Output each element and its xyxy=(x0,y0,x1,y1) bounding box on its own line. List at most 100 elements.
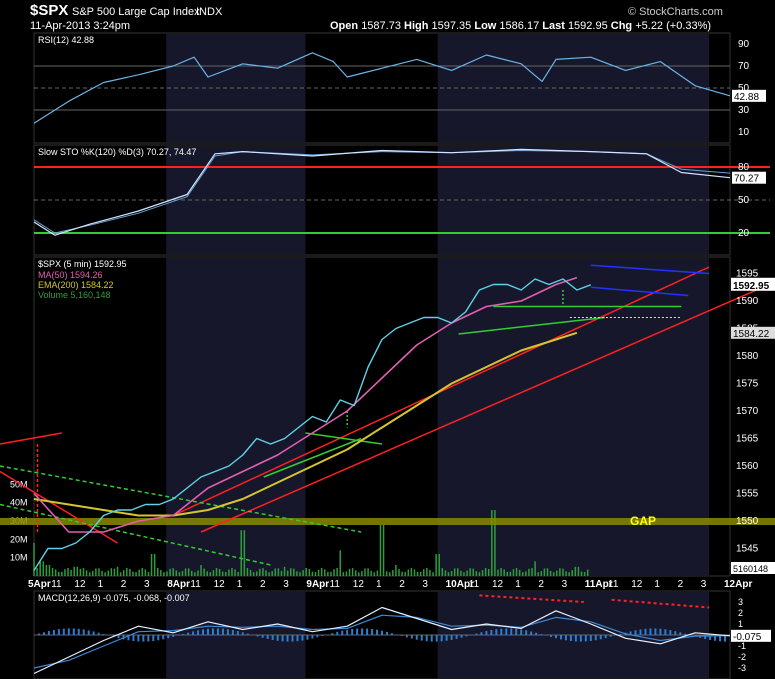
open-label: Open xyxy=(330,20,359,32)
rsi-line xyxy=(33,52,731,124)
header-exchange: INDX xyxy=(196,6,223,18)
price-tick-label: 1555 xyxy=(736,489,759,500)
gap-band xyxy=(0,518,775,525)
macd-tick-label: -2 xyxy=(738,652,746,662)
macd-tick-label: 1 xyxy=(738,619,743,629)
price-legend-item: Volume 5,160,148 xyxy=(38,290,111,300)
macd-label: MACD(12,26,9) -0.075, -0.068, -0.007 xyxy=(38,593,190,603)
x-axis-label: 12Apr xyxy=(724,579,752,590)
x-axis-label: 3 xyxy=(283,579,289,590)
high-value: 1597.35 xyxy=(431,20,472,32)
rsi-tick-label: 70 xyxy=(738,61,750,72)
price-tick-label: 1560 xyxy=(736,461,759,472)
last-label: Last xyxy=(542,20,565,32)
x-axis-label: 1 xyxy=(237,579,243,590)
x-axis-label: 9Apr xyxy=(306,579,329,590)
panel-rsi-session-band xyxy=(166,34,306,142)
sto-tick-label: 80 xyxy=(738,162,750,173)
rsi-tick-label: 10 xyxy=(738,127,750,138)
open-value: 1587.73 xyxy=(361,20,401,32)
header-ohlc: Open 1587.73 High 1597.35 Low 1586.17 La… xyxy=(330,20,711,32)
x-axis-label: 2 xyxy=(260,579,266,590)
x-axis-label: 3 xyxy=(562,579,568,590)
ma50-line xyxy=(33,276,578,533)
price-last-box xyxy=(731,277,775,291)
macd-tick-label: 2 xyxy=(738,608,743,618)
x-axis-label: 3 xyxy=(701,579,707,590)
green-dashed-downtrend-1 xyxy=(0,465,362,533)
red-trendline-left xyxy=(0,432,62,445)
macd-divergence-line-2 xyxy=(611,598,710,609)
x-axis-label: 1 xyxy=(654,579,660,590)
x-axis-label: 11 xyxy=(190,579,201,590)
ema-last-box xyxy=(731,326,775,339)
x-axis-label: 11Apr xyxy=(585,579,613,590)
rsi-last-value: 42.88 xyxy=(734,92,759,103)
x-axis-label: 11 xyxy=(330,579,341,590)
green-flag-upper xyxy=(305,432,383,445)
rsi-tick-label: 90 xyxy=(738,39,750,50)
sto-tick-label: 50 xyxy=(738,195,750,206)
ema200-line xyxy=(33,331,578,517)
x-axis-label: 12 xyxy=(74,579,86,590)
blue-channel-bottom xyxy=(590,286,689,297)
header-datetime: 11-Apr-2013 3:24pm xyxy=(30,20,131,32)
rsi-last-box xyxy=(732,89,766,102)
red-downtrend xyxy=(0,470,118,544)
sto-last-box xyxy=(732,171,766,184)
sto-last-value: 70.27 xyxy=(734,174,759,185)
price-title: $SPX (5 min) 1592.95 xyxy=(38,259,127,269)
sto-label: Slow STO %K(120) %D(3) 70.27, 74.47 xyxy=(38,147,196,157)
price-legend-item: MA(50) 1594.26 xyxy=(38,270,103,280)
volume-tick-label: 20M xyxy=(10,534,28,544)
macd-tick-label: -3 xyxy=(738,663,746,673)
gap-label: GAP xyxy=(630,514,656,528)
price-tick-label: 1545 xyxy=(736,544,759,555)
rsi-label: RSI(12) 42.88 xyxy=(38,35,94,45)
x-axis-label: 5Apr xyxy=(28,579,51,590)
volume-last-box xyxy=(731,562,775,574)
macd-last-box xyxy=(731,629,771,642)
green-pennant-lower xyxy=(458,316,605,335)
header-name: S&P 500 Large Cap Index xyxy=(72,6,200,18)
low-label: Low xyxy=(474,20,497,32)
x-axis-label: 1 xyxy=(98,579,104,590)
x-axis-label: 8Apr xyxy=(167,579,190,590)
x-axis-label: 12 xyxy=(492,579,504,590)
blue-channel-top xyxy=(590,264,710,275)
panel-sto-session-band xyxy=(166,146,306,254)
volume-tick-label: 50M xyxy=(10,479,28,489)
sto-tick-label: 20 xyxy=(738,228,750,239)
sto-k-line xyxy=(33,148,731,236)
price-tick-label: 1550 xyxy=(736,516,759,527)
rsi-tick-label: 30 xyxy=(738,105,750,116)
ema-last-value: 1584.22 xyxy=(733,329,770,340)
price-tick-label: 1580 xyxy=(736,351,759,362)
high-label: High xyxy=(404,20,429,32)
x-axis-label: 3 xyxy=(422,579,428,590)
x-axis-label: 11 xyxy=(608,579,619,590)
x-axis-label: 2 xyxy=(121,579,127,590)
red-channel-lower xyxy=(200,281,775,533)
price-last-value: 1592.95 xyxy=(733,281,770,292)
last-value: 1592.95 xyxy=(567,20,608,32)
header-symbol: $SPX xyxy=(30,2,69,19)
x-axis-label: 3 xyxy=(144,579,150,590)
x-axis-label: 12 xyxy=(631,579,643,590)
price-tick-label: 1595 xyxy=(736,269,759,280)
panel-price-session-band xyxy=(166,258,306,575)
x-axis-label: 10Apr xyxy=(446,579,474,590)
price-tick-label: 1590 xyxy=(736,296,759,307)
macd-signal-line xyxy=(33,614,731,669)
x-axis-label: 12 xyxy=(353,579,365,590)
x-axis-label: 2 xyxy=(538,579,544,590)
x-axis-label: 2 xyxy=(678,579,684,590)
watermark: © StockCharts.com xyxy=(628,6,723,18)
low-value: 1586.17 xyxy=(499,20,540,32)
volume-tick-label: 40M xyxy=(10,498,28,508)
chg-value: +5.22 (+0.33%) xyxy=(635,20,712,32)
green-dashed-downtrend-2 xyxy=(0,503,271,566)
x-axis-label: 1 xyxy=(515,579,521,590)
